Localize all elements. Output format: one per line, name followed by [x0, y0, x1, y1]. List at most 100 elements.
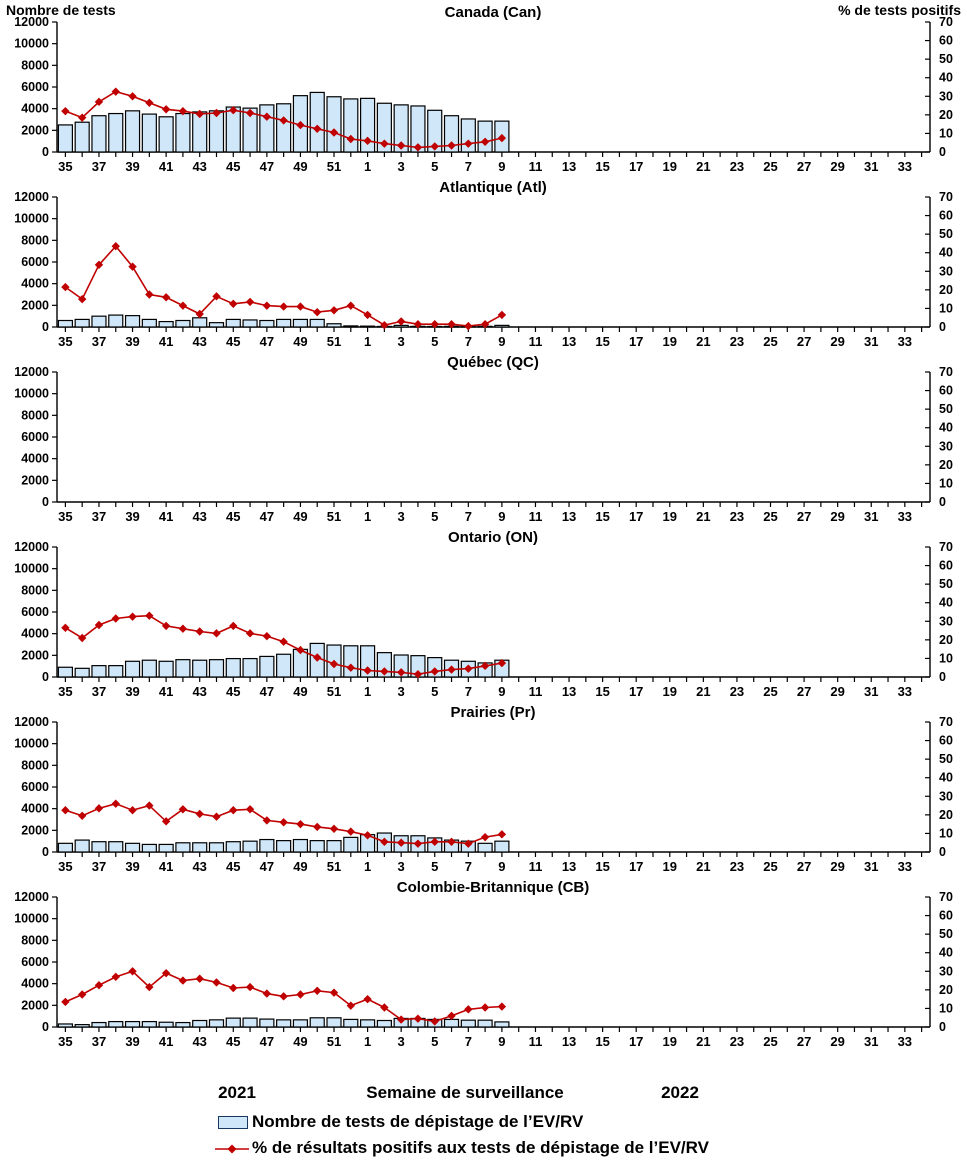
pct-positive-point [346, 827, 355, 836]
pct-positive-point [480, 320, 490, 329]
left-tick-label: 6000 [21, 255, 49, 269]
pct-positive-point [61, 806, 70, 815]
week-tick-label: 9 [498, 509, 505, 524]
left-tick-label: 12000 [14, 715, 49, 729]
week-tick-label: 37 [92, 684, 106, 699]
week-tick-label: 37 [92, 859, 106, 874]
week-tick-label: 43 [192, 859, 206, 874]
tests-bar [276, 653, 292, 678]
pct-positive-point [195, 309, 204, 319]
right-tick-label: 60 [939, 909, 953, 923]
week-tick-label: 33 [898, 509, 912, 524]
pct-positive-point [279, 116, 288, 125]
week-tick-label: 31 [864, 509, 878, 524]
left-tick-label: 8000 [21, 583, 49, 597]
week-tick-label: 47 [260, 1034, 274, 1049]
week-tick-label: 13 [562, 684, 576, 699]
left-tick-label: 4000 [21, 102, 49, 116]
tests-bar [91, 1021, 107, 1028]
left-tick-label: 6000 [21, 955, 49, 969]
week-tick-label: 51 [327, 684, 341, 699]
week-tick-label: 17 [629, 1034, 643, 1049]
left-tick-label: 8000 [21, 233, 49, 247]
pct-positive-point [262, 112, 272, 121]
pct-positive-point [111, 972, 120, 982]
pct-positive-point [245, 629, 255, 638]
week-tick-label: 29 [830, 684, 844, 699]
tests-bar [494, 324, 510, 328]
pct-positive-point [212, 108, 221, 118]
pct-positive-point [229, 806, 238, 815]
pct-positive-point [363, 666, 372, 675]
week-tick-label: 5 [431, 159, 438, 174]
right-axis-title: % de tests positifs [838, 2, 961, 18]
pct-positive-line [64, 244, 503, 327]
quebec-plot: 0 2000 4000 6000 8000 10000 12000 0 10 20 30 40 50 60… [14, 365, 953, 524]
pct-positive-point [296, 819, 305, 829]
tests-bar [309, 1017, 325, 1028]
tests-bar [343, 1018, 359, 1028]
pct-positive-point [111, 242, 120, 251]
left-tick-label: 2000 [21, 473, 49, 487]
tests-bar [124, 660, 141, 678]
tests-bar [292, 318, 309, 328]
tests-bar [158, 116, 174, 153]
tests-bar [175, 842, 191, 853]
tests-bar [494, 840, 510, 853]
left-tick-label: 8000 [21, 58, 49, 72]
pct-positive-point [279, 637, 288, 646]
tests-bar [427, 109, 443, 153]
right-tick-label: 20 [939, 633, 953, 647]
pct-positive-point [447, 1011, 456, 1021]
tests-bar [309, 318, 325, 328]
tests-bar [376, 102, 392, 153]
week-tick-label: 7 [465, 509, 472, 524]
right-tick-label: 60 [939, 209, 953, 223]
left-tick-label: 6000 [21, 605, 49, 619]
week-tick-label: 51 [327, 1034, 341, 1049]
week-tick-label: 23 [730, 1034, 744, 1049]
tests-bar [242, 1017, 258, 1028]
panel-title-atlantique: Atlantique (Atl) [439, 179, 546, 196]
week-tick-label: 17 [629, 859, 643, 874]
tests-bar [242, 840, 258, 853]
tests-bar [158, 843, 174, 853]
week-tick-label: 7 [465, 334, 472, 349]
week-tick-label: 23 [730, 859, 744, 874]
week-tick-label: 27 [797, 859, 811, 874]
pct-positive-point [296, 990, 305, 999]
week-tick-label: 27 [797, 1034, 811, 1049]
week-tick-label: 41 [159, 159, 173, 174]
pct-positive-point [128, 612, 137, 621]
week-tick-label: 11 [529, 334, 543, 349]
week-tick-label: 5 [431, 509, 438, 524]
tests-bar [158, 1021, 174, 1028]
left-tick-label: 2000 [21, 123, 49, 137]
pct-positive-point [430, 667, 439, 676]
week-tick-label: 45 [226, 334, 240, 349]
tests-bar [242, 107, 258, 153]
pct-positive-point [161, 293, 171, 302]
pct-positive-point [279, 992, 288, 1001]
week-tick-label: 43 [192, 509, 206, 524]
tests-bar [74, 121, 90, 153]
tests-bar [225, 841, 241, 853]
tests-bar [158, 660, 174, 678]
week-tick-label: 7 [465, 159, 472, 174]
pct-positive-point [413, 143, 423, 152]
right-tick-label: 0 [939, 845, 946, 859]
pct-positive-point [262, 301, 272, 310]
week-tick-label: 51 [327, 334, 341, 349]
panel-ontario: Ontario (ON) 0 2000 4000 6000 8000 10000 12000… [0, 525, 967, 700]
week-tick-label: 51 [327, 859, 341, 874]
left-tick-label: 6000 [21, 780, 49, 794]
right-tick-label: 50 [939, 577, 953, 591]
week-tick-label: 21 [696, 1034, 710, 1049]
pct-positive-point [229, 983, 238, 993]
right-tick-label: 10 [939, 826, 953, 840]
tests-bar [208, 659, 225, 678]
pct-positive-point [313, 986, 322, 995]
week-tick-label: 47 [260, 684, 274, 699]
week-tick-label: 27 [797, 159, 811, 174]
right-tick-label: 10 [939, 126, 953, 140]
